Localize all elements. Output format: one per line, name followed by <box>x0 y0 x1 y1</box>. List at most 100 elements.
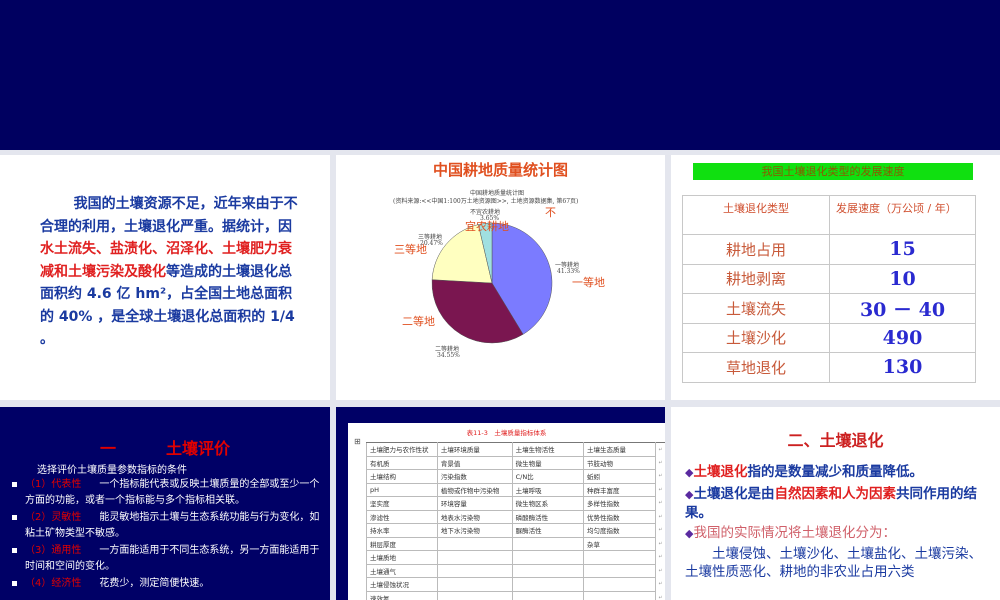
table-cell: 均匀度指数 <box>583 523 656 538</box>
item-label: （2）灵敏性 <box>25 512 82 523</box>
row-end-mark: ↵ <box>658 581 663 588</box>
row-end-mark: ↵ <box>658 554 663 561</box>
row-end-mark: ↵ <box>658 594 663 600</box>
table-header-row: 土壤退化类型 发展速度（万公顷 / 年） <box>682 195 976 235</box>
row-end-mark: ↵ <box>658 567 663 574</box>
table-row: 土壤质地 ↵ <box>366 550 666 565</box>
bullet-2: ◆土壤退化是由自然因素和人为因素共同作用的结果。 <box>685 485 995 522</box>
table-cell: 耕层厚度 <box>366 536 438 551</box>
table-cell: 土壤侵蚀状况 <box>366 577 438 592</box>
row-end-mark: ↵ <box>658 486 663 493</box>
table-cell <box>436 563 513 578</box>
item-text: 一方面能适用于不同生态系统，另一方面能适用于时间和空间的变化。 <box>25 545 320 572</box>
row-end-mark: ↵ <box>658 540 663 547</box>
diamond-bullet-icon: ◆ <box>685 488 694 501</box>
slide-soil-degradation[interactable]: 二、土壤退化 ◆土壤退化指的是数量减少和质量降低。 ◆土壤退化是由自然因素和人为… <box>671 407 1000 600</box>
overlay-unfit-b: 宜农耕地 <box>465 220 509 233</box>
doc-table-title: 表11-3 土壤质量指标体系 <box>466 429 547 437</box>
table-cell: 背景值 <box>436 455 513 470</box>
text-normal: 我国的实际情况将土壤退化分为： <box>693 525 896 541</box>
header-rate: 发展速度（万公顷 / 年） <box>829 195 976 235</box>
overlay-second: 二等地 <box>402 315 435 328</box>
rate-table: 土壤退化类型 发展速度（万公顷 / 年） 耕地占用 15 耕地剥离 10 土壤流失 30… <box>682 195 976 383</box>
table-cell: 土壤质地 <box>366 550 438 565</box>
value-first: 41.33% <box>557 268 580 275</box>
row-end-mark: ↵ <box>658 513 663 520</box>
slice-first <box>491 222 553 335</box>
intro-paragraph: 我国的土壤资源不足，近年来由于不合理的利用，土壤退化严重。据统计，因水土流失、盐… <box>40 193 300 351</box>
text-normal: 我国的土壤资源不足，近年来由于不合理的利用，土壤退化严重。据统计，因 <box>40 196 298 235</box>
row-end-mark: ↵ <box>658 527 663 534</box>
table-cell: 地下水污染物 <box>436 523 513 538</box>
cell-type: 耕地占用 <box>682 234 830 265</box>
overlay-unfit-a: 不 <box>545 206 556 219</box>
table-cell: pH <box>366 482 438 497</box>
table-title: 我国土壤退化类型的发展速度 <box>693 163 973 180</box>
table-cell <box>511 550 585 565</box>
text-normal: 共同作用的结果。 <box>685 486 977 521</box>
table-cell <box>511 563 585 578</box>
table-cell: 微生物量 <box>511 455 585 470</box>
document-page: 表11-3 土壤质量指标体系 ⊞ 土壤肥力与农作性状 土壤环境质量 土壤生物活性 土壤… <box>348 423 665 600</box>
list-item: （2）灵敏性 能灵敏地指示土壤与生态系统功能与行为变化，如粘土矿物类型不敏感。 <box>12 510 322 542</box>
table-row: 土壤流失 30 － 40 <box>682 293 976 324</box>
overlay-third: 三等地 <box>394 243 427 256</box>
table-cell: 土壤呼吸 <box>511 482 585 497</box>
table-cell: 土壤通气 <box>366 563 438 578</box>
criteria-list: （1）代表性 一个指标能代表或反映土壤质量的全部或至少一个方面的功能，或者一个指标… <box>12 477 322 593</box>
item-text: 一个指标能代表或反映土壤质量的全部或至少一个方面的功能，或者一个指标能与多个指标… <box>25 479 320 506</box>
degradation-types: 土壤侵蚀、土壤沙化、土壤盐化、土壤污染、土壤性质恶化、耕地的非农业占用六类 <box>685 546 982 580</box>
bullet-3: ◆我国的实际情况将土壤退化分为： <box>685 524 995 543</box>
table-row: 速效氮 ↵ <box>366 590 666 600</box>
slide-quality-index-table[interactable]: 表11-3 土壤质量指标体系 ⊞ 土壤肥力与农作性状 土壤环境质量 土壤生物活性 土壤… <box>336 407 665 600</box>
table-cell: 节肢动物 <box>583 455 656 470</box>
overlay-first: 一等地 <box>572 276 605 289</box>
slide-degradation-rate[interactable]: 我国土壤退化类型的发展速度 土壤退化类型 发展速度（万公顷 / 年） 耕地占用 15… <box>671 155 1000 400</box>
slide-farmland-chart[interactable]: 中国耕地质量统计图 中国耕地质量统计图 (资料来源:<<中国1:100万土地资源… <box>336 155 665 400</box>
list-item: （1）代表性 一个指标能代表或反映土壤质量的全部或至少一个方面的功能，或者一个指标… <box>12 477 322 509</box>
row-end-mark: ↵ <box>658 473 663 480</box>
slice-third <box>431 224 493 284</box>
table-cell: 优势性指数 <box>583 509 656 524</box>
item-label: （1）代表性 <box>25 479 82 490</box>
list-item: （3）通用性 一方面能适用于不同生态系统，另一方面能适用于时间和空间的变化。 <box>12 543 322 575</box>
slice-unfit <box>478 222 493 284</box>
subtitle: 选择评价土壤质量参数指标的条件 <box>37 465 187 476</box>
table-cell: 土壤生态质量 <box>583 442 656 457</box>
table-row: 土壤侵蚀状况 ↵ <box>366 577 666 592</box>
table-row: 土壤结构 污染指数 C/N比 蚯蚓 ↵ <box>366 469 666 484</box>
table-cell: 微生物区系 <box>511 496 585 511</box>
table-cell: 蚯蚓 <box>583 469 656 484</box>
text-highlight: 自然因素和人为因素 <box>774 486 896 502</box>
heading-text: 土壤评价 <box>166 439 231 458</box>
row-end-mark: ↵ <box>658 459 663 466</box>
table-cell: 环境容量 <box>436 496 513 511</box>
table-cell <box>511 536 585 551</box>
table-cell: 坚实度 <box>366 496 438 511</box>
table-cell <box>436 590 513 600</box>
item-label: （3）通用性 <box>25 545 82 556</box>
slide-soil-resource[interactable]: 我国的土壤资源不足，近年来由于不合理的利用，土壤退化严重。据统计，因水土流失、盐… <box>0 155 330 400</box>
cell-type: 耕地剥离 <box>682 263 830 294</box>
table-move-handle-icon[interactable]: ⊞ <box>354 437 361 446</box>
table-cell <box>583 550 656 565</box>
slide-soil-evaluation[interactable]: 一 土壤评价 选择评价土壤质量参数指标的条件 （1）代表性 一个指标能代表或反映土壤… <box>0 407 330 600</box>
table-cell <box>583 563 656 578</box>
label-third: 三等耕地 <box>418 234 443 241</box>
value-second: 34.55% <box>437 352 460 359</box>
table-row: 耕层厚度 杂草 ↵ <box>366 536 666 551</box>
row-end-mark: ↵ <box>655 442 665 456</box>
table-cell: 磷酸酶活性 <box>511 509 585 524</box>
bullet-1: ◆土壤退化指的是数量减少和质量降低。 <box>685 463 995 482</box>
text-highlight: 水土流失、盐渍化、沼泽化、土壤肥力衰减和土壤污染及酸化 <box>40 241 292 280</box>
table-cell <box>436 536 513 551</box>
table-cell <box>436 550 513 565</box>
slide-heading: 二、土壤退化 <box>787 431 884 450</box>
cell-rate: 30 － 40 <box>829 293 976 324</box>
table-row: 渗滤性 地表水污染物 磷酸酶活性 优势性指数 ↵ <box>366 509 666 524</box>
table-row: 坚实度 环境容量 微生物区系 多样性指数 ↵ <box>366 496 666 511</box>
table-cell: 土壤生物活性 <box>511 442 585 457</box>
table-row: 土壤肥力与农作性状 土壤环境质量 土壤生物活性 土壤生态质量 ↵ <box>366 442 665 457</box>
table-cell: 杂草 <box>583 536 656 551</box>
row-end-mark: ↵ <box>658 500 663 507</box>
